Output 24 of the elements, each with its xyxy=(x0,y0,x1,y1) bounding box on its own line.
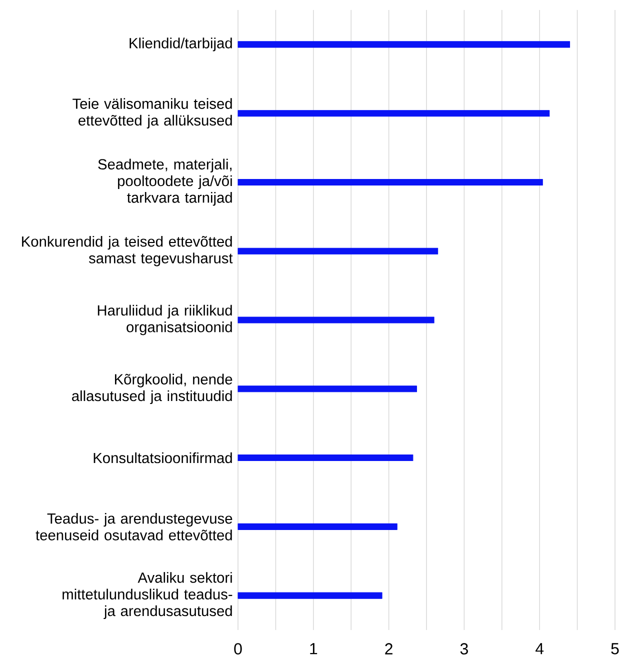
x-tick-label: 5 xyxy=(611,643,619,654)
x-tick-label: 3 xyxy=(460,643,468,654)
y-tick-label: Teadus- ja arendustegevuse teenuseid osutavad ettevõtted xyxy=(36,512,232,540)
y-tick-label: Kliendid/tarbijad xyxy=(130,38,232,52)
y-tick-label: Konkurendid ja teised ettevõtted samast tegevusharust xyxy=(22,236,233,266)
y-tick-label: Haruliidud ja riiklikud organisatsioonid xyxy=(98,304,232,336)
x-tick-label: 4 xyxy=(536,643,544,654)
x-tick-label: 0 xyxy=(234,643,242,654)
bar xyxy=(238,110,550,117)
y-tick-label: Kõrgkoolid, nende allasutused ja instituudid xyxy=(72,374,232,404)
bar xyxy=(238,592,382,599)
bar xyxy=(238,386,417,392)
bar xyxy=(238,248,438,254)
bar xyxy=(238,454,414,462)
y-tick-label: Avaliku sektori mittetulunduslikud teadus- ja arendusasutused xyxy=(62,572,232,620)
y-tick-label: Teie välisomaniku teised ettevõtted ja allüksused xyxy=(72,98,232,128)
bar xyxy=(238,523,398,530)
y-tick-label: Seadmete, materjali, pooltoodete ja/või tarkvara tarnijad xyxy=(98,158,232,206)
bar xyxy=(238,41,570,48)
x-tick-label: 2 xyxy=(385,643,392,654)
x-tick-label: 1 xyxy=(310,643,318,654)
bar xyxy=(238,316,434,324)
bar xyxy=(238,178,543,186)
y-tick-label: Konsultatsioonifirmad xyxy=(94,452,232,464)
